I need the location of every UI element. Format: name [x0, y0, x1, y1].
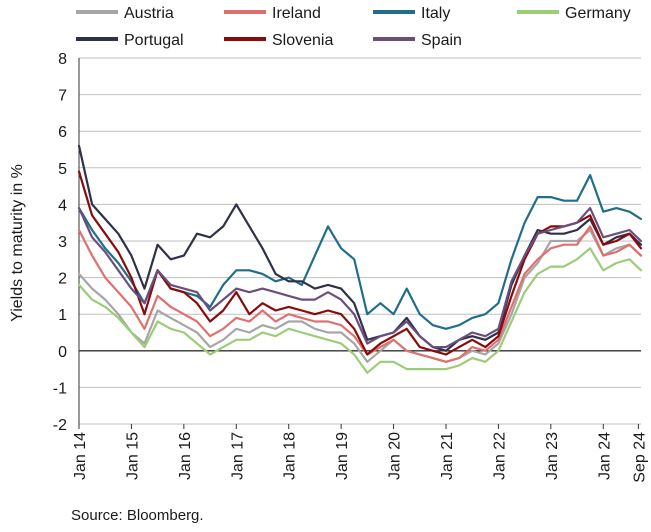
- source-note: Source: Bloomberg.: [71, 507, 204, 524]
- legend-item-ireland: Ireland: [224, 5, 321, 22]
- series-line-austria: [77, 228, 643, 363]
- x-axis-ticks: Jan 14 Jan 15 Jan 16 Jan 17 Jan 18 Jan 19 Jan …: [72, 424, 648, 483]
- legend-label: Italy: [421, 5, 450, 22]
- series-line-portugal: [77, 144, 643, 352]
- x-tick-label: Jan 19: [334, 432, 351, 480]
- y-tick-label: -2: [53, 417, 67, 434]
- series-lines: [77, 144, 643, 374]
- y-tick-label: 5: [58, 161, 67, 178]
- x-tick-label: Jan 20: [387, 432, 404, 480]
- y-tick-label: 1: [58, 307, 67, 324]
- y-tick-label: 6: [58, 124, 67, 141]
- gridlines: [78, 57, 641, 425]
- series-line-slovenia: [77, 170, 643, 356]
- y-tick-label: 8: [58, 51, 67, 68]
- x-tick-label: Jan 21: [439, 432, 456, 480]
- y-tick-label: 0: [58, 344, 67, 361]
- legend-item-spain: Spain: [373, 32, 462, 49]
- legend-label: Ireland: [272, 5, 321, 22]
- x-tick-label: Jan 23: [544, 432, 561, 480]
- x-tick-label: Jan 17: [229, 432, 246, 480]
- y-tick-label: 3: [58, 234, 67, 251]
- y-tick-label: 7: [58, 88, 67, 105]
- legend-label: Slovenia: [272, 32, 333, 49]
- x-tick-label: Jan 15: [124, 432, 141, 480]
- legend-label: Spain: [421, 32, 462, 49]
- y-axis-label: Yields to maturity in %: [9, 164, 26, 322]
- x-tick-label: Jan 18: [282, 432, 299, 480]
- legend-label: Germany: [565, 5, 631, 22]
- x-tick-label: Jan 24: [596, 432, 613, 480]
- y-axis-ticks: -2 -1 0 1 2 3 4 5 6 7 8: [53, 51, 67, 434]
- legend: Austria Ireland Italy Germany Portugal Sloven…: [76, 5, 631, 49]
- legend-item-italy: Italy: [373, 5, 450, 22]
- legend-item-germany: Germany: [517, 5, 631, 22]
- y-tick-label: -1: [53, 380, 67, 397]
- series-line-ireland: [77, 225, 643, 363]
- legend-label: Austria: [124, 5, 174, 22]
- series-line-germany: [77, 247, 643, 374]
- x-tick-label: Jan 16: [177, 432, 194, 480]
- y-tick-label: 2: [58, 271, 67, 288]
- y-tick-label: 4: [58, 197, 67, 214]
- x-tick-label: Jan 14: [72, 432, 89, 480]
- series-line-spain: [77, 207, 643, 349]
- legend-item-slovenia: Slovenia: [224, 32, 333, 49]
- legend-item-portugal: Portugal: [76, 32, 184, 49]
- x-tick-label: Jan 22: [491, 432, 508, 480]
- legend-item-austria: Austria: [76, 5, 174, 22]
- legend-label: Portugal: [124, 32, 184, 49]
- x-tick-label: Sep 24: [631, 432, 648, 483]
